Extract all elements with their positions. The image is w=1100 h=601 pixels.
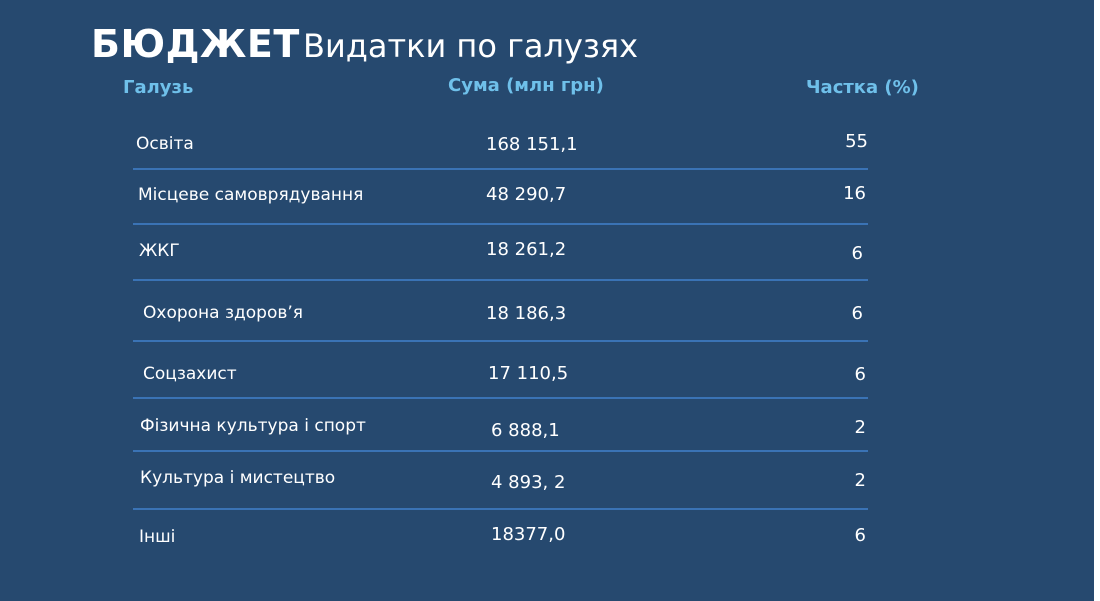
row-4-branch: Охорона здоров’я bbox=[143, 303, 304, 323]
slide-title: БЮДЖЕТ bbox=[91, 22, 300, 66]
row-2-share: 16 bbox=[843, 183, 866, 204]
row-separator bbox=[133, 508, 868, 510]
column-header-sum: Сума (млн грн) bbox=[448, 75, 604, 96]
row-separator bbox=[133, 223, 868, 225]
row-1-share: 55 bbox=[845, 131, 868, 152]
row-5-sum: 17 110,5 bbox=[488, 363, 569, 384]
row-8-sum: 18377,0 bbox=[491, 524, 566, 545]
row-separator bbox=[133, 279, 868, 281]
slide-subtitle: Видатки по галузях bbox=[303, 27, 639, 65]
column-header-branch: Галузь bbox=[123, 77, 194, 98]
column-header-share: Частка (%) bbox=[806, 77, 919, 98]
row-8-branch: Інші bbox=[139, 527, 176, 547]
row-6-branch: Фізична культура і спорт bbox=[140, 416, 366, 436]
row-1-sum: 168 151,1 bbox=[486, 134, 578, 155]
row-1-branch: Освіта bbox=[136, 134, 194, 154]
row-separator bbox=[133, 450, 868, 452]
row-5-share: 6 bbox=[854, 364, 866, 385]
slide-edge bbox=[1094, 0, 1100, 601]
row-3-sum: 18 261,2 bbox=[486, 239, 567, 260]
row-2-branch: Місцеве самоврядування bbox=[138, 185, 364, 205]
row-6-sum: 6 888,1 bbox=[491, 420, 560, 441]
row-7-branch: Культура і мистецтво bbox=[140, 468, 336, 488]
row-4-sum: 18 186,3 bbox=[486, 303, 567, 324]
row-4-share: 6 bbox=[851, 303, 863, 324]
row-2-sum: 48 290,7 bbox=[486, 184, 567, 205]
row-separator bbox=[133, 397, 868, 399]
row-7-sum: 4 893, 2 bbox=[491, 472, 566, 493]
row-8-share: 6 bbox=[854, 525, 866, 546]
row-5-branch: Соцзахист bbox=[143, 364, 237, 384]
row-separator bbox=[133, 340, 868, 342]
row-3-share: 6 bbox=[851, 243, 863, 264]
row-separator bbox=[133, 168, 868, 170]
row-6-share: 2 bbox=[854, 417, 866, 438]
row-7-share: 2 bbox=[854, 470, 866, 491]
row-3-branch: ЖКГ bbox=[139, 241, 180, 261]
